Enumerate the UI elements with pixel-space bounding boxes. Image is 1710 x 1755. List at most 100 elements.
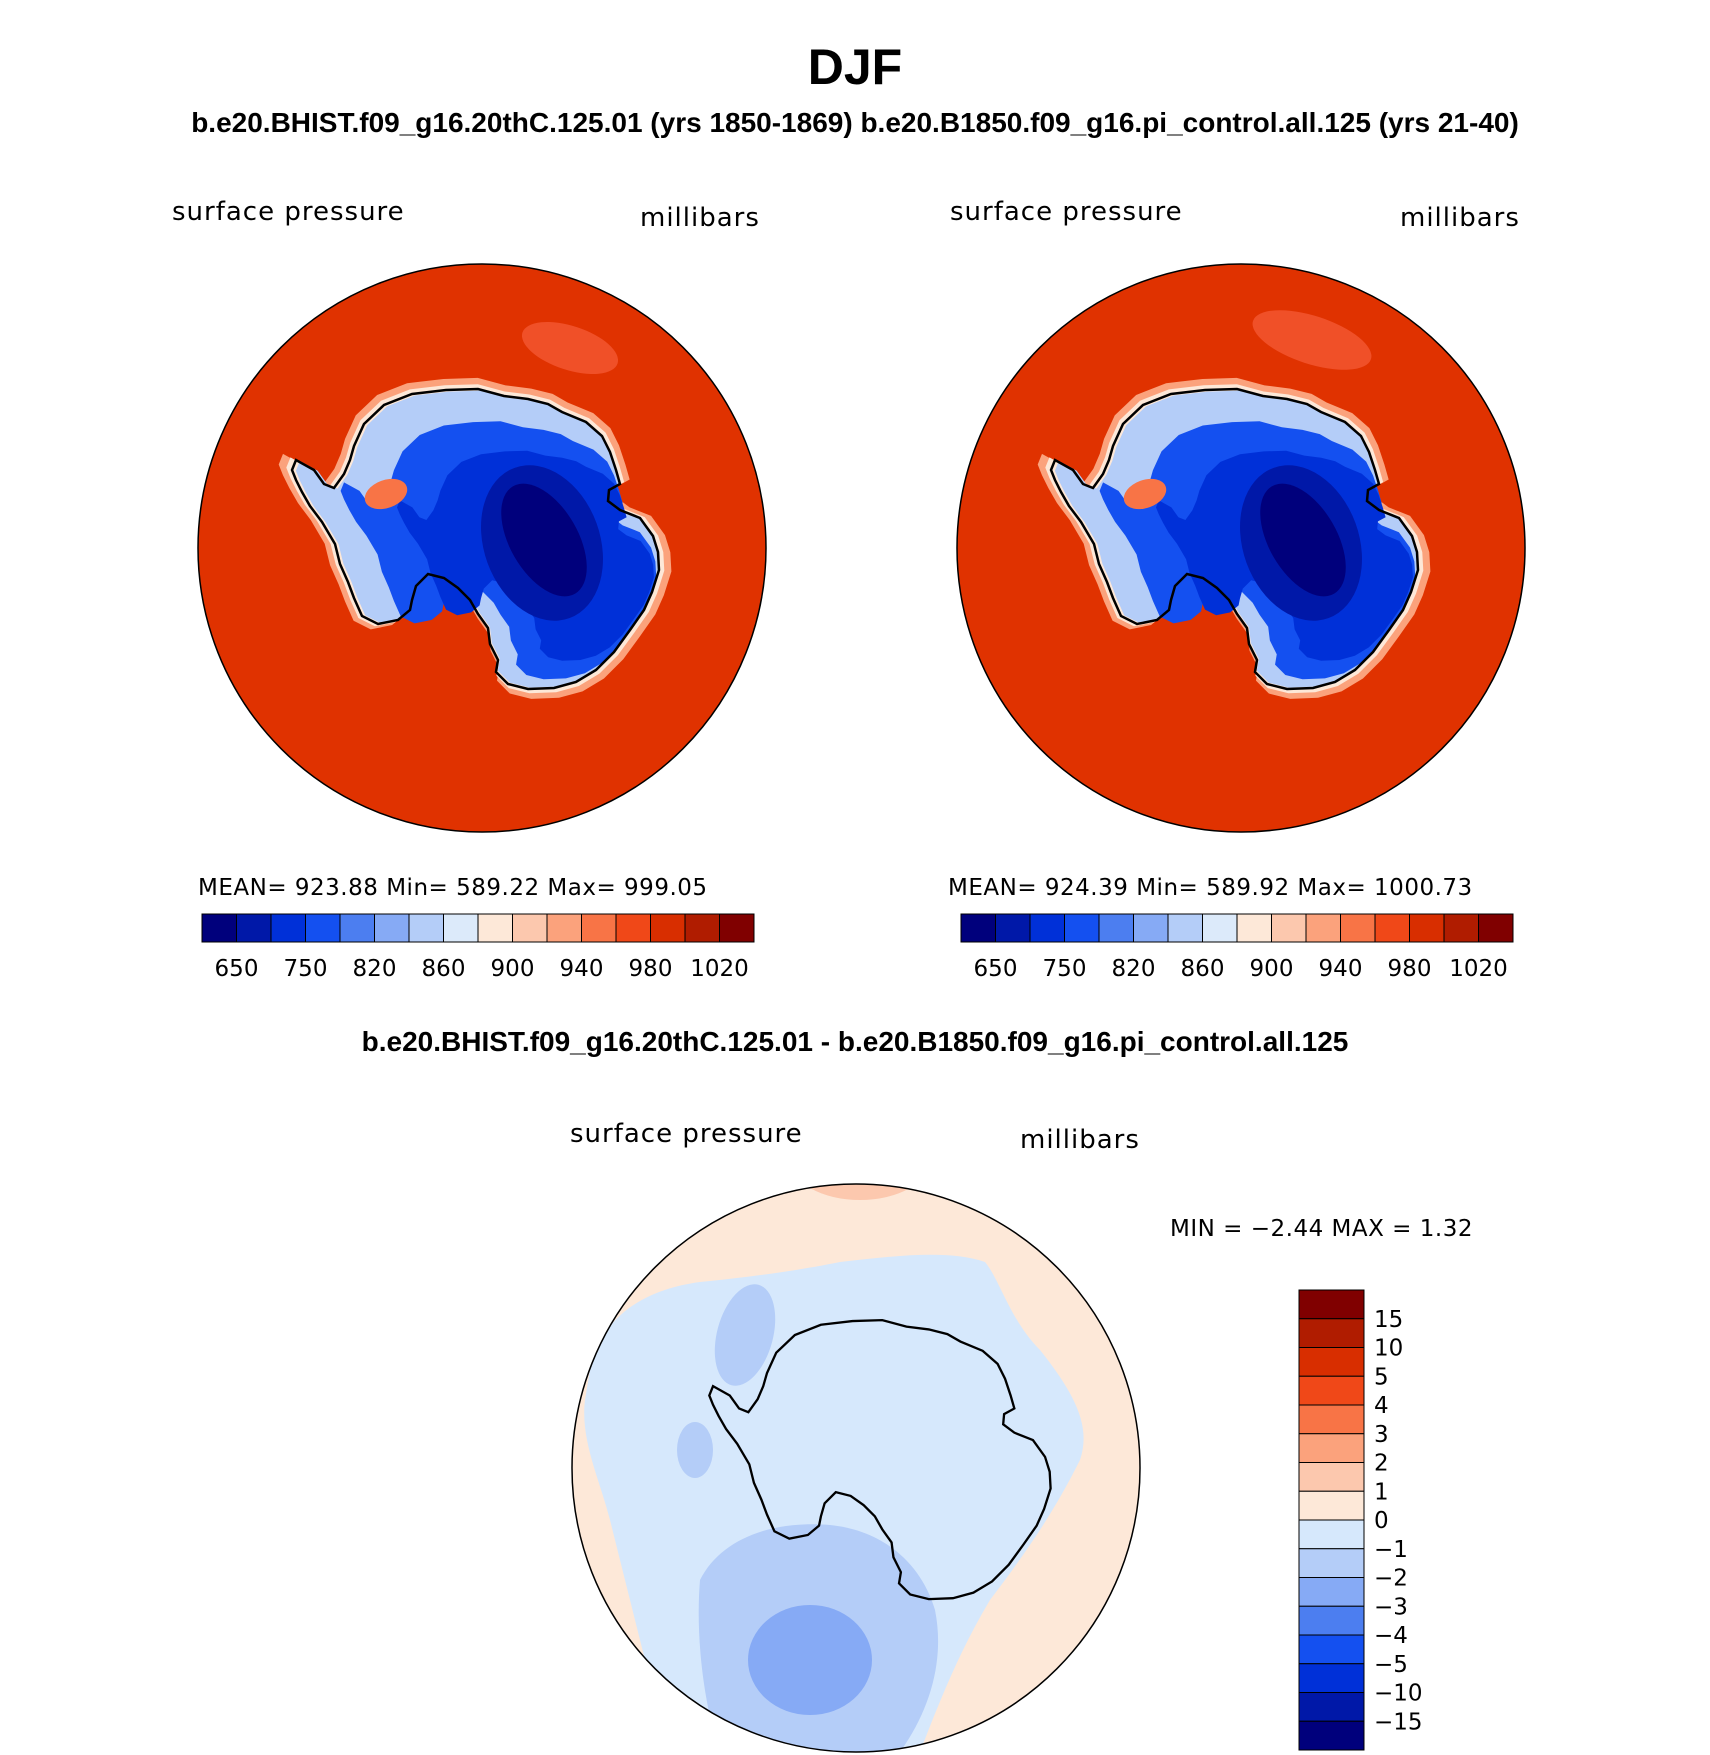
left-colorbar-box [546,913,582,943]
diff-map-border [571,1183,1141,1753]
right-colorbar-box [960,913,996,943]
diff-colorbar-tick: −15 [1374,1709,1423,1735]
right-colorbar-box [1374,913,1410,943]
left-colorbar-tick: 860 [422,956,466,982]
diff-variable-label: surface pressure [570,1119,803,1149]
diff-min-label: MIN = [1170,1216,1243,1242]
right-max-label: Max= [1297,875,1366,901]
diff-colorbar-tick: −10 [1374,1681,1423,1707]
right-pressure-anomaly [1252,310,1372,370]
left-variable-label: surface pressure [172,197,405,227]
diff-colorbar-box [1298,1490,1365,1521]
diff-max-label: MAX = [1332,1216,1412,1242]
diff-colorbar-box [1298,1634,1365,1665]
right-colorbar-box [1443,913,1479,943]
diff-colorbar-tick: 5 [1374,1364,1389,1390]
left-colorbar-box [512,913,548,943]
diff-colorbar-box [1298,1404,1365,1435]
diff-negative-patch [677,1422,713,1478]
left-colorbar-box [270,913,306,943]
left-map-panel: surface pressure millibars MEAN= 923.88 … [172,197,767,982]
diff-colorbar-box [1298,1605,1365,1636]
diff-colorbar-tick: 10 [1374,1336,1403,1362]
right-units-label: millibars [1400,203,1520,233]
right-colorbar-box [1167,913,1203,943]
diff-colorbar-box [1298,1577,1365,1607]
right-min-label: Min= [1136,875,1198,901]
left-mean-value: 923.88 [295,875,378,901]
right-colorbar-box [1202,913,1238,943]
left-colorbar-box [374,913,410,943]
right-mean-label: MEAN= [948,875,1037,901]
right-colorbar-tick: 1020 [1449,956,1508,982]
right-colorbar-box [1029,913,1065,943]
left-colorbar-box [684,913,720,943]
right-colorbar-tick: 940 [1319,956,1363,982]
left-colorbar-tick: 820 [353,956,397,982]
diff-colorbar-box [1298,1347,1365,1377]
diff-negative-minimum [748,1605,872,1715]
diff-colorbar-tick: 15 [1374,1307,1403,1333]
left-colorbar-box [201,913,237,943]
diff-colorbar-tick: −3 [1374,1594,1408,1620]
right-colorbar-box [1064,913,1100,943]
right-map-panel: surface pressure millibars MEAN= 924.39 … [948,197,1526,982]
right-colorbar: 650 750 820 860 900 940 980 1020 [960,913,1514,982]
right-antarctica [1037,377,1431,699]
right-colorbar-box [1409,913,1445,943]
left-colorbar-tick: 1020 [690,956,749,982]
right-colorbar-box [995,913,1031,943]
left-pressure-anomaly [521,321,619,375]
right-min-value: 589.92 [1206,875,1289,901]
left-colorbar-tick: 980 [629,956,673,982]
left-colorbar-box [236,913,272,943]
right-colorbar-tick: 900 [1250,956,1294,982]
difference-title: b.e20.BHIST.f09_g16.20thC.125.01 - b.e20… [361,1026,1349,1057]
diff-negative-patch [714,1284,776,1386]
left-colorbar-box [305,913,341,943]
left-colorbar-tick: 940 [560,956,604,982]
left-max-label: Max= [547,875,616,901]
left-colorbar-box [581,913,617,943]
diff-colorbar-tick: −4 [1374,1623,1408,1649]
right-colorbar-box [1133,913,1169,943]
left-min-label: Min= [386,875,448,901]
left-min-value: 589.22 [456,875,539,901]
diff-colorbar-tick: 0 [1374,1508,1389,1534]
svg-text:MEAN= 924.39 Min= 589.92 M: MEAN= 924.39 Min= 589.92 Max= 1000.73 [948,875,1473,901]
left-colorbar-box [719,913,755,943]
right-colorbar-tick: 650 [974,956,1018,982]
diff-colorbar-box [1298,1720,1365,1751]
right-map-border [956,263,1526,833]
diff-colorbar-box [1298,1692,1365,1722]
figure-title: DJF [807,39,903,95]
svg-text:MIN = −2.44 MAX = 1.32: MIN = −2.44 MAX = 1.32 [1170,1216,1473,1242]
right-colorbar-tick: 820 [1112,956,1156,982]
diff-colorbar-tick: −5 [1374,1652,1408,1678]
left-colorbar-tick: 650 [215,956,259,982]
diff-colorbar-box [1298,1433,1365,1463]
left-mean-label: MEAN= [198,875,287,901]
left-units-label: millibars [640,203,760,233]
left-colorbar-box [477,913,513,943]
right-stats: MEAN= 924.39 Min= 589.92 Max= 1000.73 [948,875,1473,901]
right-colorbar-box [1340,913,1376,943]
diff-colorbar-tick: 4 [1374,1393,1389,1419]
diff-colorbar-box [1298,1462,1365,1492]
right-max-value: 1000.73 [1374,875,1473,901]
difference-map-panel: surface pressure millibars MIN = −2.44 M… [570,1119,1473,1753]
right-colorbar-box [1236,913,1272,943]
diff-colorbar-box [1298,1663,1365,1693]
right-variable-label: surface pressure [950,197,1183,227]
right-colorbar-box [1098,913,1134,943]
left-colorbar-box [408,913,444,943]
diff-max-value: 1.32 [1420,1216,1473,1242]
left-antarctica [278,377,672,699]
svg-text:MEAN= 923.88 Min= 589.22 M: MEAN= 923.88 Min= 589.22 Max= 999.05 [198,875,708,901]
diff-colorbar-tick: 3 [1374,1422,1389,1448]
right-colorbar-box [1271,913,1307,943]
diff-min-value: −2.44 [1251,1216,1324,1242]
diff-colorbar-tick: 2 [1374,1451,1389,1477]
diff-colorbar-tick: −2 [1374,1566,1408,1592]
left-colorbar-box [443,913,479,943]
